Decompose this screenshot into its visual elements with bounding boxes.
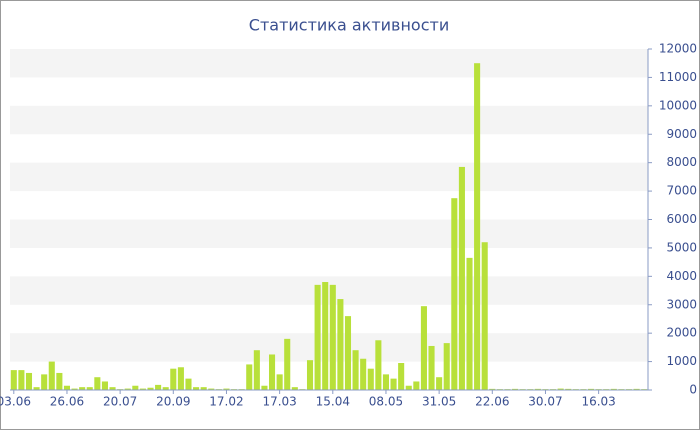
bar xyxy=(306,360,314,390)
y-tick-label: 1000 xyxy=(666,354,697,368)
x-tick-label: 17.03 xyxy=(262,395,296,409)
bar xyxy=(185,378,192,390)
bar xyxy=(56,372,63,390)
x-tick-label: 03.06 xyxy=(0,395,31,409)
y-tick-label: 12000 xyxy=(659,42,697,56)
bar xyxy=(48,361,55,390)
bar xyxy=(382,374,390,390)
bar xyxy=(193,387,200,390)
y-tick-label: 4000 xyxy=(666,269,697,283)
x-tick-label: 17.02 xyxy=(209,395,243,409)
grid-band xyxy=(10,162,648,192)
bar xyxy=(633,388,640,390)
bar xyxy=(155,384,162,390)
y-tick-label: 10000 xyxy=(659,98,697,112)
bar xyxy=(436,377,443,390)
bar xyxy=(139,388,146,390)
x-tick-label: 08.05 xyxy=(369,395,403,409)
bar xyxy=(451,198,458,390)
y-tick-label: 9000 xyxy=(666,127,697,141)
y-tick-label: 3000 xyxy=(666,297,697,311)
bar xyxy=(322,282,329,390)
bar xyxy=(162,387,169,390)
bar xyxy=(33,387,40,390)
bar xyxy=(41,374,48,390)
bar xyxy=(390,378,397,390)
y-tick-label: 8000 xyxy=(666,155,697,169)
bar xyxy=(466,257,473,390)
bar xyxy=(284,338,291,390)
x-tick-label: 15.04 xyxy=(316,395,350,409)
bar xyxy=(18,370,25,390)
x-tick-label: 30.07 xyxy=(528,395,562,409)
bar xyxy=(458,166,465,390)
bar xyxy=(314,284,321,390)
bar xyxy=(375,340,382,390)
bar xyxy=(109,387,116,390)
bar xyxy=(398,363,405,390)
bar xyxy=(79,387,86,390)
bar xyxy=(329,284,336,390)
bar xyxy=(587,388,595,390)
bar xyxy=(413,381,420,390)
x-tick-label: 20.09 xyxy=(156,395,190,409)
bar xyxy=(344,316,352,390)
bar xyxy=(268,354,276,390)
bar xyxy=(428,345,435,390)
bar xyxy=(200,387,207,390)
x-tick-label: 16.03 xyxy=(581,395,615,409)
bar xyxy=(481,242,488,390)
bar xyxy=(147,387,154,390)
grid-band xyxy=(10,219,648,248)
y-tick-label: 6000 xyxy=(666,212,697,226)
bar xyxy=(208,388,215,390)
bar xyxy=(25,372,33,390)
grid-band xyxy=(10,105,648,135)
bar xyxy=(367,368,374,390)
bar xyxy=(71,388,78,390)
y-tick-label: 11000 xyxy=(659,70,697,84)
bar xyxy=(443,343,450,390)
bar xyxy=(261,385,268,390)
bar xyxy=(474,63,481,390)
bar xyxy=(10,370,17,390)
bar xyxy=(610,388,617,390)
chart-title: Статистика активности xyxy=(249,16,449,35)
grid-band xyxy=(10,276,648,305)
bar xyxy=(512,388,519,390)
bar xyxy=(124,388,131,390)
y-tick-label: 5000 xyxy=(666,240,697,254)
y-tick-label: 2000 xyxy=(666,326,697,340)
x-tick-label: 26.06 xyxy=(50,395,84,409)
y-tick-label: 0 xyxy=(689,383,697,397)
bar xyxy=(337,299,344,390)
bar xyxy=(101,381,108,390)
bar xyxy=(246,364,253,390)
bar xyxy=(565,388,572,390)
bar xyxy=(489,388,496,390)
bar xyxy=(94,377,101,390)
bar xyxy=(420,306,427,390)
bar xyxy=(223,388,230,390)
bar xyxy=(63,385,71,390)
bar xyxy=(170,368,177,390)
bar xyxy=(557,388,564,390)
bar xyxy=(291,387,298,390)
bar xyxy=(132,385,139,390)
bar xyxy=(276,374,283,390)
bar xyxy=(86,387,93,390)
grid-band xyxy=(10,333,648,362)
bar xyxy=(405,385,412,390)
x-tick-label: 20.07 xyxy=(103,395,137,409)
bar xyxy=(253,350,260,390)
x-tick-label: 22.06 xyxy=(475,395,509,409)
y-tick-label: 7000 xyxy=(666,184,697,198)
grid-band xyxy=(10,49,648,78)
bar xyxy=(352,350,359,390)
bar xyxy=(534,388,541,390)
x-tick-label: 31.05 xyxy=(422,395,456,409)
bar xyxy=(360,358,367,390)
bar xyxy=(177,367,184,390)
